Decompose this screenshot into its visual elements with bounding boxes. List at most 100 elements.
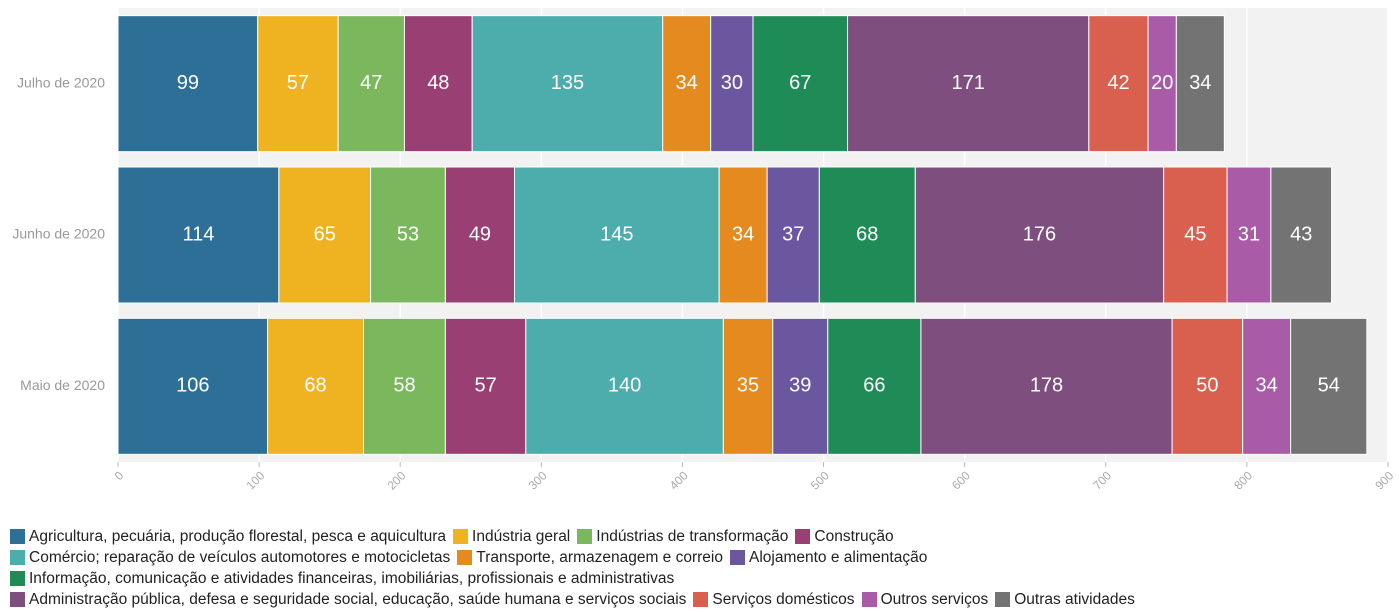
bar-segment <box>117 166 280 304</box>
legend-swatch <box>795 529 811 544</box>
legend: Agricultura, pecuária, produção floresta… <box>10 526 1142 610</box>
legend-item: Serviços domésticos <box>693 590 855 609</box>
legend-label: Indústrias de transformação <box>596 527 789 545</box>
value-label: 30 <box>721 72 743 94</box>
value-label: 48 <box>427 72 449 94</box>
x-tick-label: 800 <box>1231 468 1255 492</box>
bar-segment <box>1163 166 1228 304</box>
legend-item: Transporte, armazenagem e correio <box>457 549 723 567</box>
legend-label: Transporte, armazenagem e correio <box>476 548 723 566</box>
legend-label: Agricultura, pecuária, produção floresta… <box>29 527 447 545</box>
legend-item: Construção <box>795 527 894 546</box>
value-label: 53 <box>397 223 419 245</box>
value-label: 34 <box>732 223 754 245</box>
value-label: 35 <box>737 375 759 397</box>
legend-row: Agricultura, pecuária, produção floresta… <box>10 526 1142 547</box>
x-tick-label: 0 <box>112 468 127 483</box>
bar-segment <box>1088 15 1149 153</box>
value-label: 47 <box>360 72 382 94</box>
bar-segment <box>710 15 754 153</box>
x-tick-label: 600 <box>949 468 973 492</box>
value-label: 34 <box>1189 72 1211 94</box>
x-tick-label: 300 <box>526 468 550 492</box>
legend-item: Informação, comunicação e atividades fin… <box>10 570 674 588</box>
value-label: 37 <box>782 223 804 245</box>
legend-item: Indústrias de transformação <box>577 528 788 546</box>
bar-segment <box>117 15 259 153</box>
value-label: 65 <box>314 223 336 245</box>
y-tick-label: Junho de 2020 <box>12 226 105 242</box>
value-label: 50 <box>1196 375 1218 397</box>
bar-segment <box>267 317 365 455</box>
value-label: 67 <box>789 72 811 94</box>
legend-swatch <box>10 550 25 565</box>
value-label: 171 <box>952 72 985 94</box>
legend-row: Administração pública, defesa e segurida… <box>10 589 1142 610</box>
bar-segment <box>278 166 372 304</box>
bar-segment <box>1226 166 1272 304</box>
value-label: 68 <box>304 375 326 397</box>
value-label: 31 <box>1238 223 1260 245</box>
legend-label: Construção <box>814 527 894 545</box>
bar-segment <box>117 317 269 455</box>
legend-label: Administração pública, defesa e segurida… <box>29 590 687 608</box>
value-label: 99 <box>177 72 199 94</box>
bar-segment <box>1171 317 1244 455</box>
bar-segment <box>363 317 446 455</box>
legend-label: Indústria geral <box>472 527 571 545</box>
value-label: 42 <box>1107 72 1129 94</box>
value-label: 45 <box>1184 223 1206 245</box>
bar-segment <box>1147 15 1177 153</box>
x-tick-label: 700 <box>1090 468 1114 492</box>
bar-segment <box>514 166 720 304</box>
value-label: 34 <box>1256 375 1278 397</box>
value-label: 49 <box>469 223 491 245</box>
legend-swatch <box>693 592 709 607</box>
legend-swatch <box>861 592 877 607</box>
legend-swatch <box>10 592 25 607</box>
legend-label: Serviços domésticos <box>712 590 855 608</box>
bar-segment <box>752 15 849 153</box>
legend-row: Informação, comunicação e atividades fin… <box>10 568 1142 589</box>
x-tick-label: 500 <box>808 468 832 492</box>
legend-swatch <box>729 550 745 565</box>
legend-label: Outros serviços <box>880 590 989 608</box>
bar-segment <box>1242 317 1292 455</box>
legend-row: Comércio; reparação de veículos automoto… <box>10 547 1142 568</box>
value-label: 39 <box>789 375 811 397</box>
legend-swatch <box>10 571 25 586</box>
bar-segment <box>403 15 473 153</box>
value-label: 114 <box>182 223 214 245</box>
legend-item: Outros serviços <box>861 590 989 609</box>
legend-item: Outras atividades <box>995 591 1135 609</box>
value-label: 66 <box>863 375 885 397</box>
bar-segment <box>818 166 916 304</box>
legend-item: Alojamento e alimentação <box>729 549 927 567</box>
value-label: 135 <box>551 72 584 94</box>
x-tick-label: 200 <box>385 468 409 492</box>
value-label: 54 <box>1318 375 1340 397</box>
bar-segment <box>370 166 446 304</box>
value-label: 43 <box>1290 223 1312 245</box>
value-label: 140 <box>608 375 641 397</box>
value-label: 57 <box>287 72 309 94</box>
legend-swatch <box>10 529 25 544</box>
bar-segment <box>722 317 774 455</box>
bar-segment <box>1270 166 1333 304</box>
value-label: 178 <box>1030 375 1063 397</box>
legend-swatch <box>457 550 473 565</box>
legend-swatch <box>453 529 469 544</box>
bar-segment <box>920 317 1173 455</box>
value-label: 20 <box>1151 72 1173 94</box>
value-label: 145 <box>600 223 633 245</box>
value-label: 34 <box>676 72 698 94</box>
legend-label: Outras atividades <box>1014 590 1135 608</box>
value-label: 106 <box>176 375 209 397</box>
bar-segment <box>444 166 516 304</box>
bar-segment <box>914 166 1165 304</box>
bar-segment <box>662 15 712 153</box>
legend-item: Administração pública, defesa e segurida… <box>10 591 686 609</box>
bar-segment <box>471 15 664 153</box>
bar-segment <box>718 166 768 304</box>
